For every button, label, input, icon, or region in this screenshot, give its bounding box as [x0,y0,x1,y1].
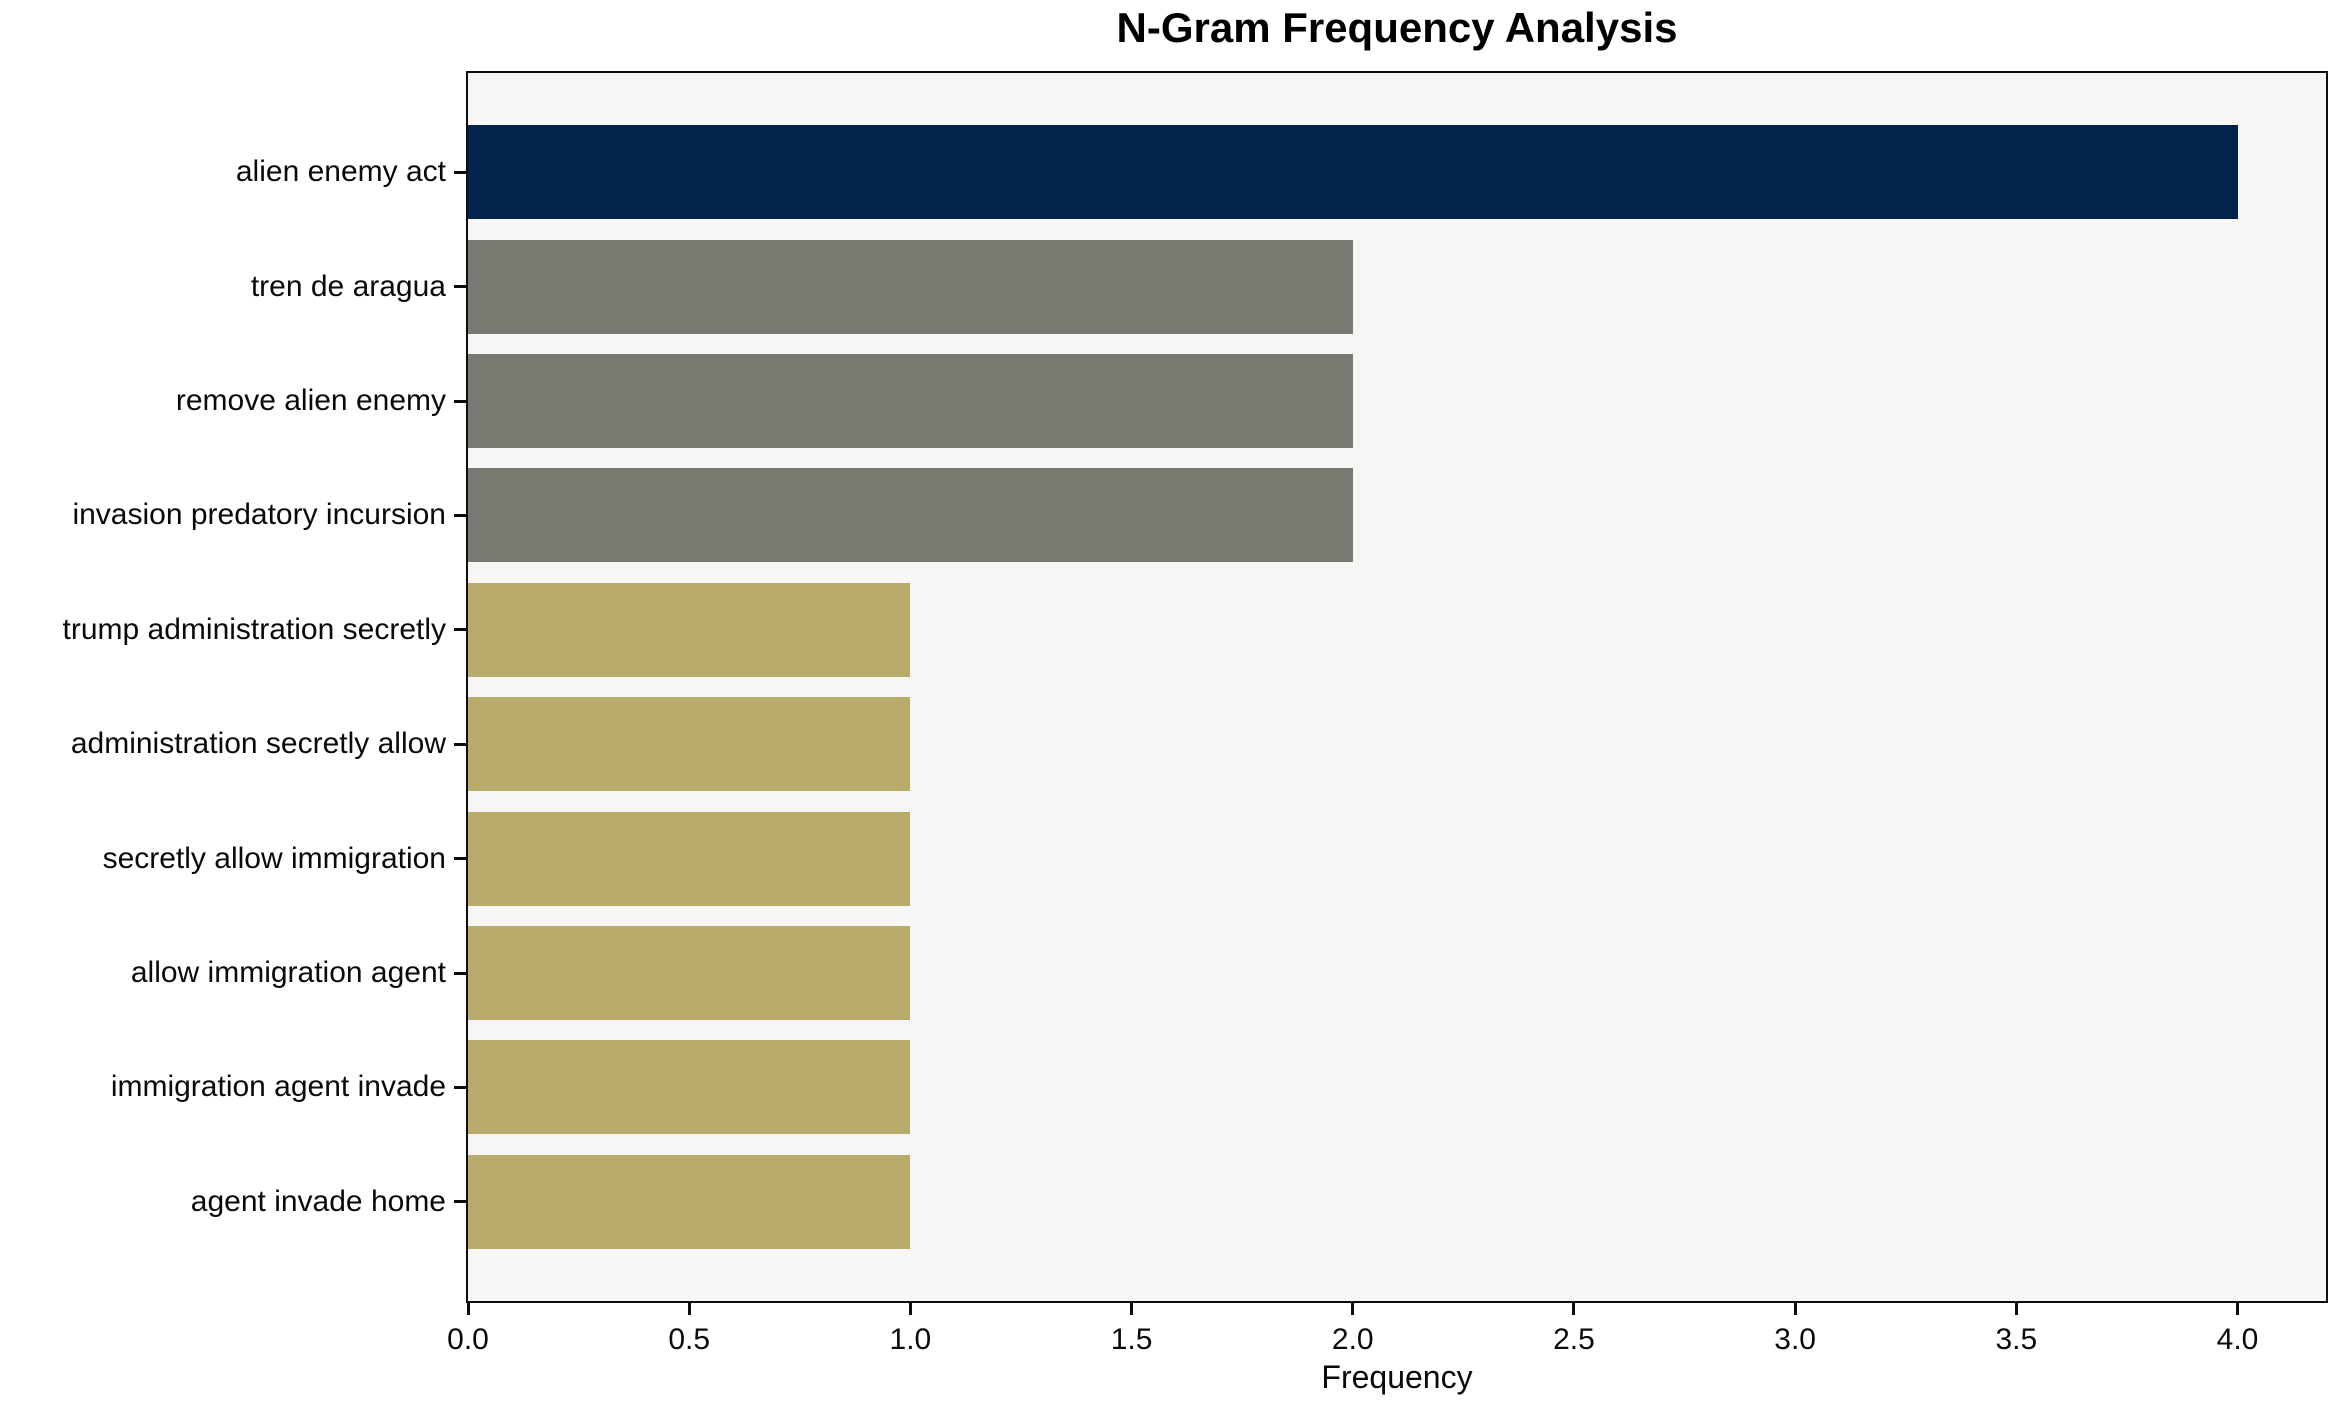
x-tick-mark [2236,1301,2240,1315]
y-axis-category-label: administration secretly allow [70,727,446,761]
y-axis-category-label: secretly allow immigration [102,841,446,875]
y-tick-mark [454,170,466,174]
y-tick-mark [454,285,466,289]
y-axis-category-label: trump administration secretly [62,612,446,646]
x-axis-label: Frequency [1321,1359,1473,1395]
plot-area: Frequency 0.0 0.5 1.0 1.5 2.0 2.5 3.0 3.5 4.0 [447,71,2328,1395]
bar [468,239,1353,334]
x-tick-label: 0.5 [668,1323,711,1356]
y-axis-category-label: immigration agent invade [110,1070,446,1104]
y-tick-mark [454,399,466,403]
y-axis-category-label: agent invade home [190,1184,446,1218]
x-tick-mark [908,1301,912,1315]
x-tick-mark [1793,1301,1797,1315]
x-tick-label: 0.0 [447,1323,489,1356]
bar [468,354,1353,448]
y-axis-category-label: allow immigration agent [130,956,446,989]
y-axis-category-label: invasion predatory incursion [72,498,446,532]
y-axis-category-label: remove alien enemy [175,384,446,417]
bar [468,468,1353,563]
bar [468,582,911,677]
x-tick-label: 1.0 [889,1323,932,1356]
x-tick-label: 1.5 [1110,1323,1153,1356]
x-tick-label: 2.0 [1331,1323,1374,1356]
y-tick-mark [454,971,466,975]
y-tick-mark [454,513,466,517]
chart-title: N-Gram Frequency Analysis [1116,4,1678,51]
bar [468,697,911,792]
bar [468,125,2238,220]
y-tick-mark [454,628,466,632]
x-tick-label: 3.5 [1995,1323,2038,1356]
x-tick-label: 2.5 [1553,1323,1595,1356]
y-tick-mark [454,1200,466,1204]
bar [468,1154,911,1249]
x-tick-mark [1351,1301,1355,1315]
x-tick-mark [1572,1301,1576,1315]
bar [468,926,911,1020]
x-tick-label: 3.0 [1774,1323,1816,1356]
x-tick-label: 4.0 [2216,1323,2259,1356]
bar [468,1040,911,1135]
x-tick-mark [2014,1301,2018,1315]
bar [468,811,911,906]
x-tick-mark [466,1301,470,1315]
y-axis-category-label: alien enemy act [235,155,446,189]
y-tick-mark [454,857,466,861]
y-axis-category-label: tren de aragua [250,269,446,303]
y-axis-labels: alien enemy act tren de aragua remove alie… [0,71,446,1303]
x-tick-mark [1130,1301,1134,1315]
y-tick-mark [454,1085,466,1089]
x-tick-mark [687,1301,691,1315]
y-tick-mark [454,742,466,746]
